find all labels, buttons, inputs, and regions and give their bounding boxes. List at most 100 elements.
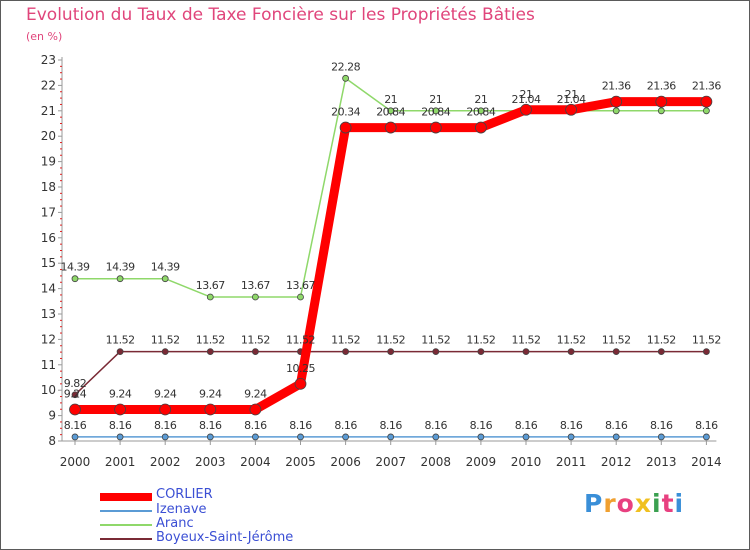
data-label-izenave: 8.16 bbox=[379, 419, 402, 432]
x-tick-label: 2000 bbox=[60, 455, 91, 469]
data-label-izenave: 8.16 bbox=[109, 419, 132, 432]
data-label-izenave: 8.16 bbox=[515, 419, 538, 432]
data-label-corlier: 9.24 bbox=[64, 388, 87, 401]
data-label-corlier: 21.36 bbox=[602, 80, 631, 93]
legend-swatch-corlier bbox=[100, 493, 152, 501]
data-point-izenave bbox=[206, 433, 214, 441]
x-tick-label: 2008 bbox=[421, 455, 452, 469]
axes: 8 9 10 11 12 13 14 15 16 17 18 19 20 21 22 23 2000 2001 20… bbox=[41, 53, 722, 469]
legend-label-corlier: CORLIER bbox=[156, 487, 213, 502]
data-label-corlier: 20.84 bbox=[376, 106, 405, 119]
x-tick-label: 2011 bbox=[556, 455, 587, 469]
x-tick-label: 2010 bbox=[511, 455, 542, 469]
data-point-boyeux bbox=[387, 348, 395, 355]
data-label-corlier: 20.84 bbox=[466, 106, 495, 119]
legend-label-aranc: Aranc bbox=[156, 516, 194, 531]
logo-letter: r bbox=[603, 489, 617, 518]
unit-label: (en %) bbox=[26, 30, 63, 43]
y-tick-label: 19 bbox=[41, 155, 56, 169]
data-label-aranc: 13.67 bbox=[241, 279, 270, 292]
x-tick-label: 2012 bbox=[601, 455, 632, 469]
data-point-izenave bbox=[477, 433, 485, 441]
data-point-corlier bbox=[610, 95, 623, 108]
data-label-izenave: 8.16 bbox=[605, 419, 628, 432]
data-label-aranc: 21.04 bbox=[512, 93, 541, 106]
data-point-aranc bbox=[612, 107, 620, 115]
x-tick-label: 2003 bbox=[195, 455, 226, 469]
proxiti-logo: Proxiti bbox=[584, 489, 684, 518]
data-label-izenave: 8.16 bbox=[199, 419, 222, 432]
data-point-aranc bbox=[206, 293, 214, 301]
data-label-boyeux: 11.52 bbox=[376, 334, 405, 347]
x-tick-label: 2009 bbox=[466, 455, 497, 469]
data-label-corlier: 21.36 bbox=[647, 80, 676, 93]
data-label-boyeux: 11.52 bbox=[151, 334, 180, 347]
data-point-boyeux bbox=[432, 348, 440, 355]
data-point-izenave bbox=[657, 433, 665, 441]
data-label-aranc: 21 bbox=[384, 93, 397, 106]
y-tick-label: 8 bbox=[48, 434, 56, 448]
data-label-aranc: 21 bbox=[429, 93, 442, 106]
data-point-aranc bbox=[71, 275, 79, 283]
data-label-boyeux: 11.52 bbox=[466, 334, 495, 347]
y-tick-label: 11 bbox=[41, 358, 56, 372]
data-point-corlier bbox=[249, 403, 262, 416]
data-label-aranc: 13.67 bbox=[286, 279, 315, 292]
y-tick-label: 14 bbox=[41, 282, 56, 296]
data-point-boyeux bbox=[116, 348, 124, 355]
data-point-izenave bbox=[612, 433, 620, 441]
data-point-corlier bbox=[69, 403, 81, 416]
data-label-boyeux: 11.52 bbox=[557, 334, 586, 347]
x-tick-label: 2014 bbox=[691, 455, 722, 469]
data-point-aranc bbox=[342, 74, 350, 82]
data-label-aranc: 13.67 bbox=[196, 279, 225, 292]
data-point-aranc bbox=[657, 107, 665, 115]
data-point-corlier bbox=[565, 103, 577, 116]
data-label-boyeux: 11.52 bbox=[512, 334, 541, 347]
data-point-aranc bbox=[161, 275, 169, 283]
labels-corlier: 9.24 9.24 9.24 9.24 9.24 10.25 20.34 20.84 20.84… bbox=[64, 80, 722, 401]
y-tick-label: 12 bbox=[41, 332, 56, 346]
legend-swatch-izenave bbox=[100, 510, 152, 512]
legend-swatch-boyeux bbox=[100, 538, 152, 540]
data-point-izenave bbox=[567, 433, 575, 441]
legend-label-izenave: Izenave bbox=[156, 502, 207, 517]
data-point-izenave bbox=[116, 433, 124, 441]
data-label-boyeux: 11.52 bbox=[286, 334, 315, 347]
data-label-boyeux: 11.52 bbox=[602, 334, 631, 347]
data-point-corlier bbox=[520, 103, 532, 116]
logo-letter: i bbox=[674, 489, 685, 518]
data-label-corlier: 9.24 bbox=[199, 388, 222, 401]
data-point-aranc bbox=[477, 107, 485, 115]
y-tick-label: 22 bbox=[41, 78, 56, 92]
y-tick-label: 17 bbox=[41, 205, 56, 219]
data-label-izenave: 8.16 bbox=[334, 419, 357, 432]
data-label-boyeux: 11.52 bbox=[106, 334, 135, 347]
logo-letter: o bbox=[616, 489, 635, 518]
data-point-corlier bbox=[159, 403, 172, 416]
data-label-corlier: 9.24 bbox=[154, 388, 177, 401]
data-point-corlier bbox=[655, 95, 668, 108]
logo-letter: P bbox=[584, 489, 604, 518]
x-tick-label: 2002 bbox=[150, 455, 181, 469]
y-tick-label: 10 bbox=[41, 383, 56, 397]
data-label-boyeux: 11.52 bbox=[331, 334, 360, 347]
y-tick-label: 18 bbox=[41, 180, 56, 194]
y-tick-label: 9 bbox=[48, 409, 56, 423]
data-label-aranc: 22.28 bbox=[331, 60, 360, 73]
chart-title: Evolution du Taux de Taxe Foncière sur l… bbox=[26, 5, 535, 25]
data-label-izenave: 8.16 bbox=[425, 419, 448, 432]
data-label-boyeux: 11.52 bbox=[692, 334, 721, 347]
data-point-aranc bbox=[297, 293, 304, 301]
data-point-corlier bbox=[294, 377, 307, 390]
x-tick-label: 2013 bbox=[646, 455, 677, 469]
data-point-corlier bbox=[429, 121, 442, 134]
labels-izenave: 8.16 8.16 8.16 8.16 8.16 8.16 8.16 8.16 8.16 8.16… bbox=[64, 419, 719, 432]
data-label-izenave: 8.16 bbox=[650, 419, 673, 432]
labels-boyeux: 9.82 11.52 11.52 11.52 11.52 11.52 11.52 11.52 1… bbox=[64, 334, 722, 390]
y-tick-label: 23 bbox=[41, 53, 56, 67]
data-point-corlier bbox=[339, 121, 352, 134]
